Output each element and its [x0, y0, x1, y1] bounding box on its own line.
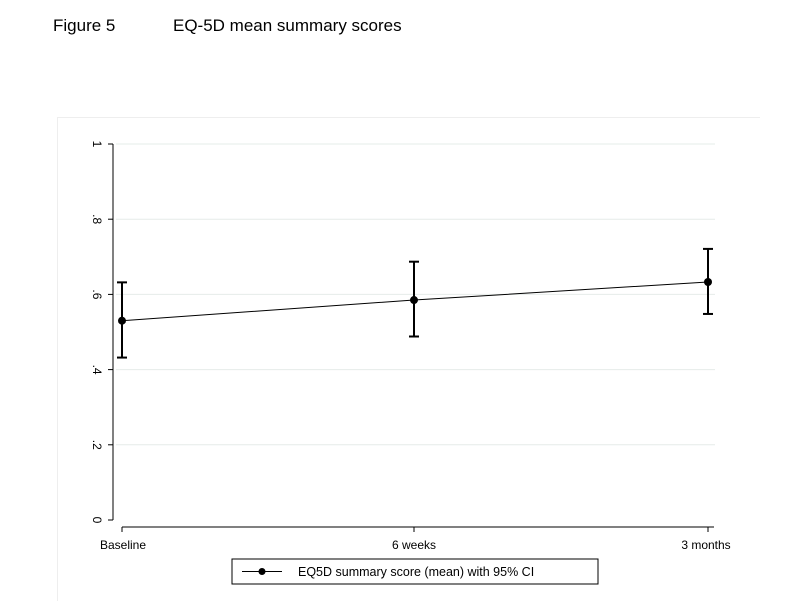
figure-title: EQ-5D mean summary scores [173, 16, 402, 35]
axes: 0 .2 .4 .6 .8 1 Baseline 6 weeks 3 months [90, 141, 731, 552]
data-point [118, 316, 126, 325]
legend-box [231, 558, 599, 585]
plot-region [57, 117, 760, 601]
y-tick-label: .6 [90, 289, 104, 299]
x-tick-label: Baseline [100, 538, 146, 552]
x-tick-label: 6 weeks [392, 538, 436, 552]
figure-label: Figure 5 [53, 16, 116, 35]
y-tick-label: .2 [90, 440, 104, 450]
series-eq5d [117, 247, 713, 359]
y-tick-label: .8 [90, 214, 104, 224]
legend-marker-swatch [258, 568, 266, 575]
data-point [410, 296, 418, 305]
grid-lines [116, 143, 715, 446]
legend-entry-label: EQ5D summary score (mean) with 95% CI [298, 565, 534, 579]
y-tick-label: .4 [90, 365, 104, 375]
y-tick-label: 0 [90, 517, 104, 524]
legend: EQ5D summary score (mean) with 95% CI [231, 558, 599, 585]
y-tick-label: 1 [90, 141, 104, 148]
data-point [704, 277, 712, 286]
x-tick-label: 3 months [681, 538, 730, 552]
